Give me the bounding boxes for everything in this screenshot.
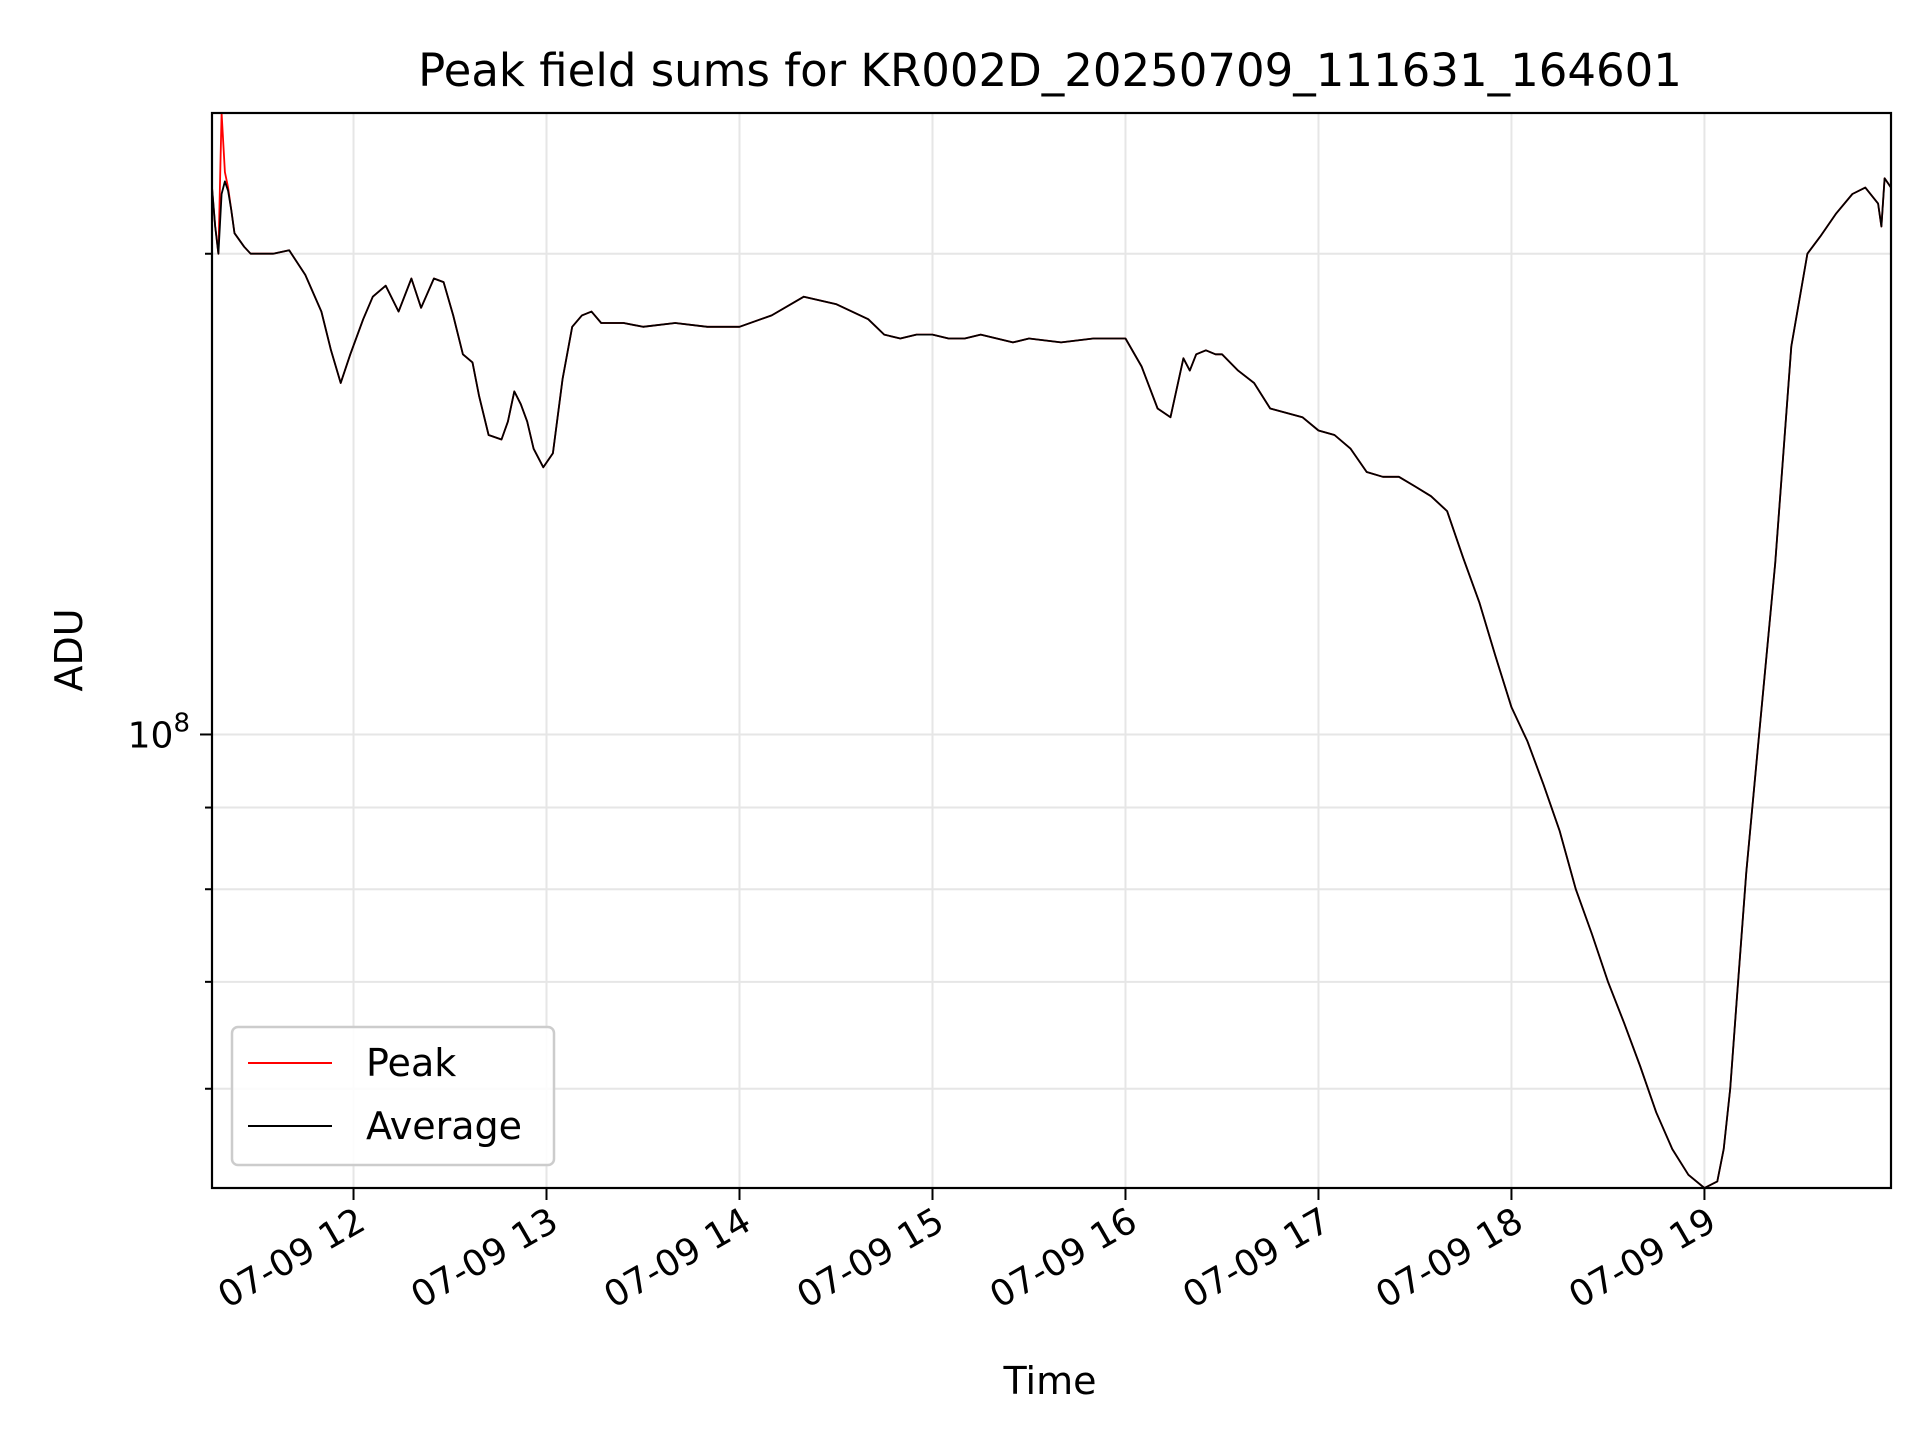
- series-line-average: [212, 177, 1891, 1188]
- legend-frame: [230, 1025, 556, 1167]
- grid: [212, 113, 1891, 1188]
- y-tick-label-base: 10: [128, 715, 174, 756]
- legend-label-peak: Peak: [366, 1041, 456, 1085]
- chart-title: Peak field sums for KR002D_20250709_1116…: [418, 44, 1682, 97]
- legend: Peak Average: [230, 1025, 556, 1167]
- y-axis-label: ADU: [47, 608, 91, 691]
- y-tick-label: 108: [128, 708, 190, 756]
- y-tick-label-exponent: 8: [173, 708, 190, 738]
- x-axis-label: Time: [1003, 1359, 1097, 1403]
- series-layer: [212, 113, 1891, 1188]
- plot-frame: [210, 111, 1893, 1190]
- legend-label-average: Average: [366, 1104, 522, 1148]
